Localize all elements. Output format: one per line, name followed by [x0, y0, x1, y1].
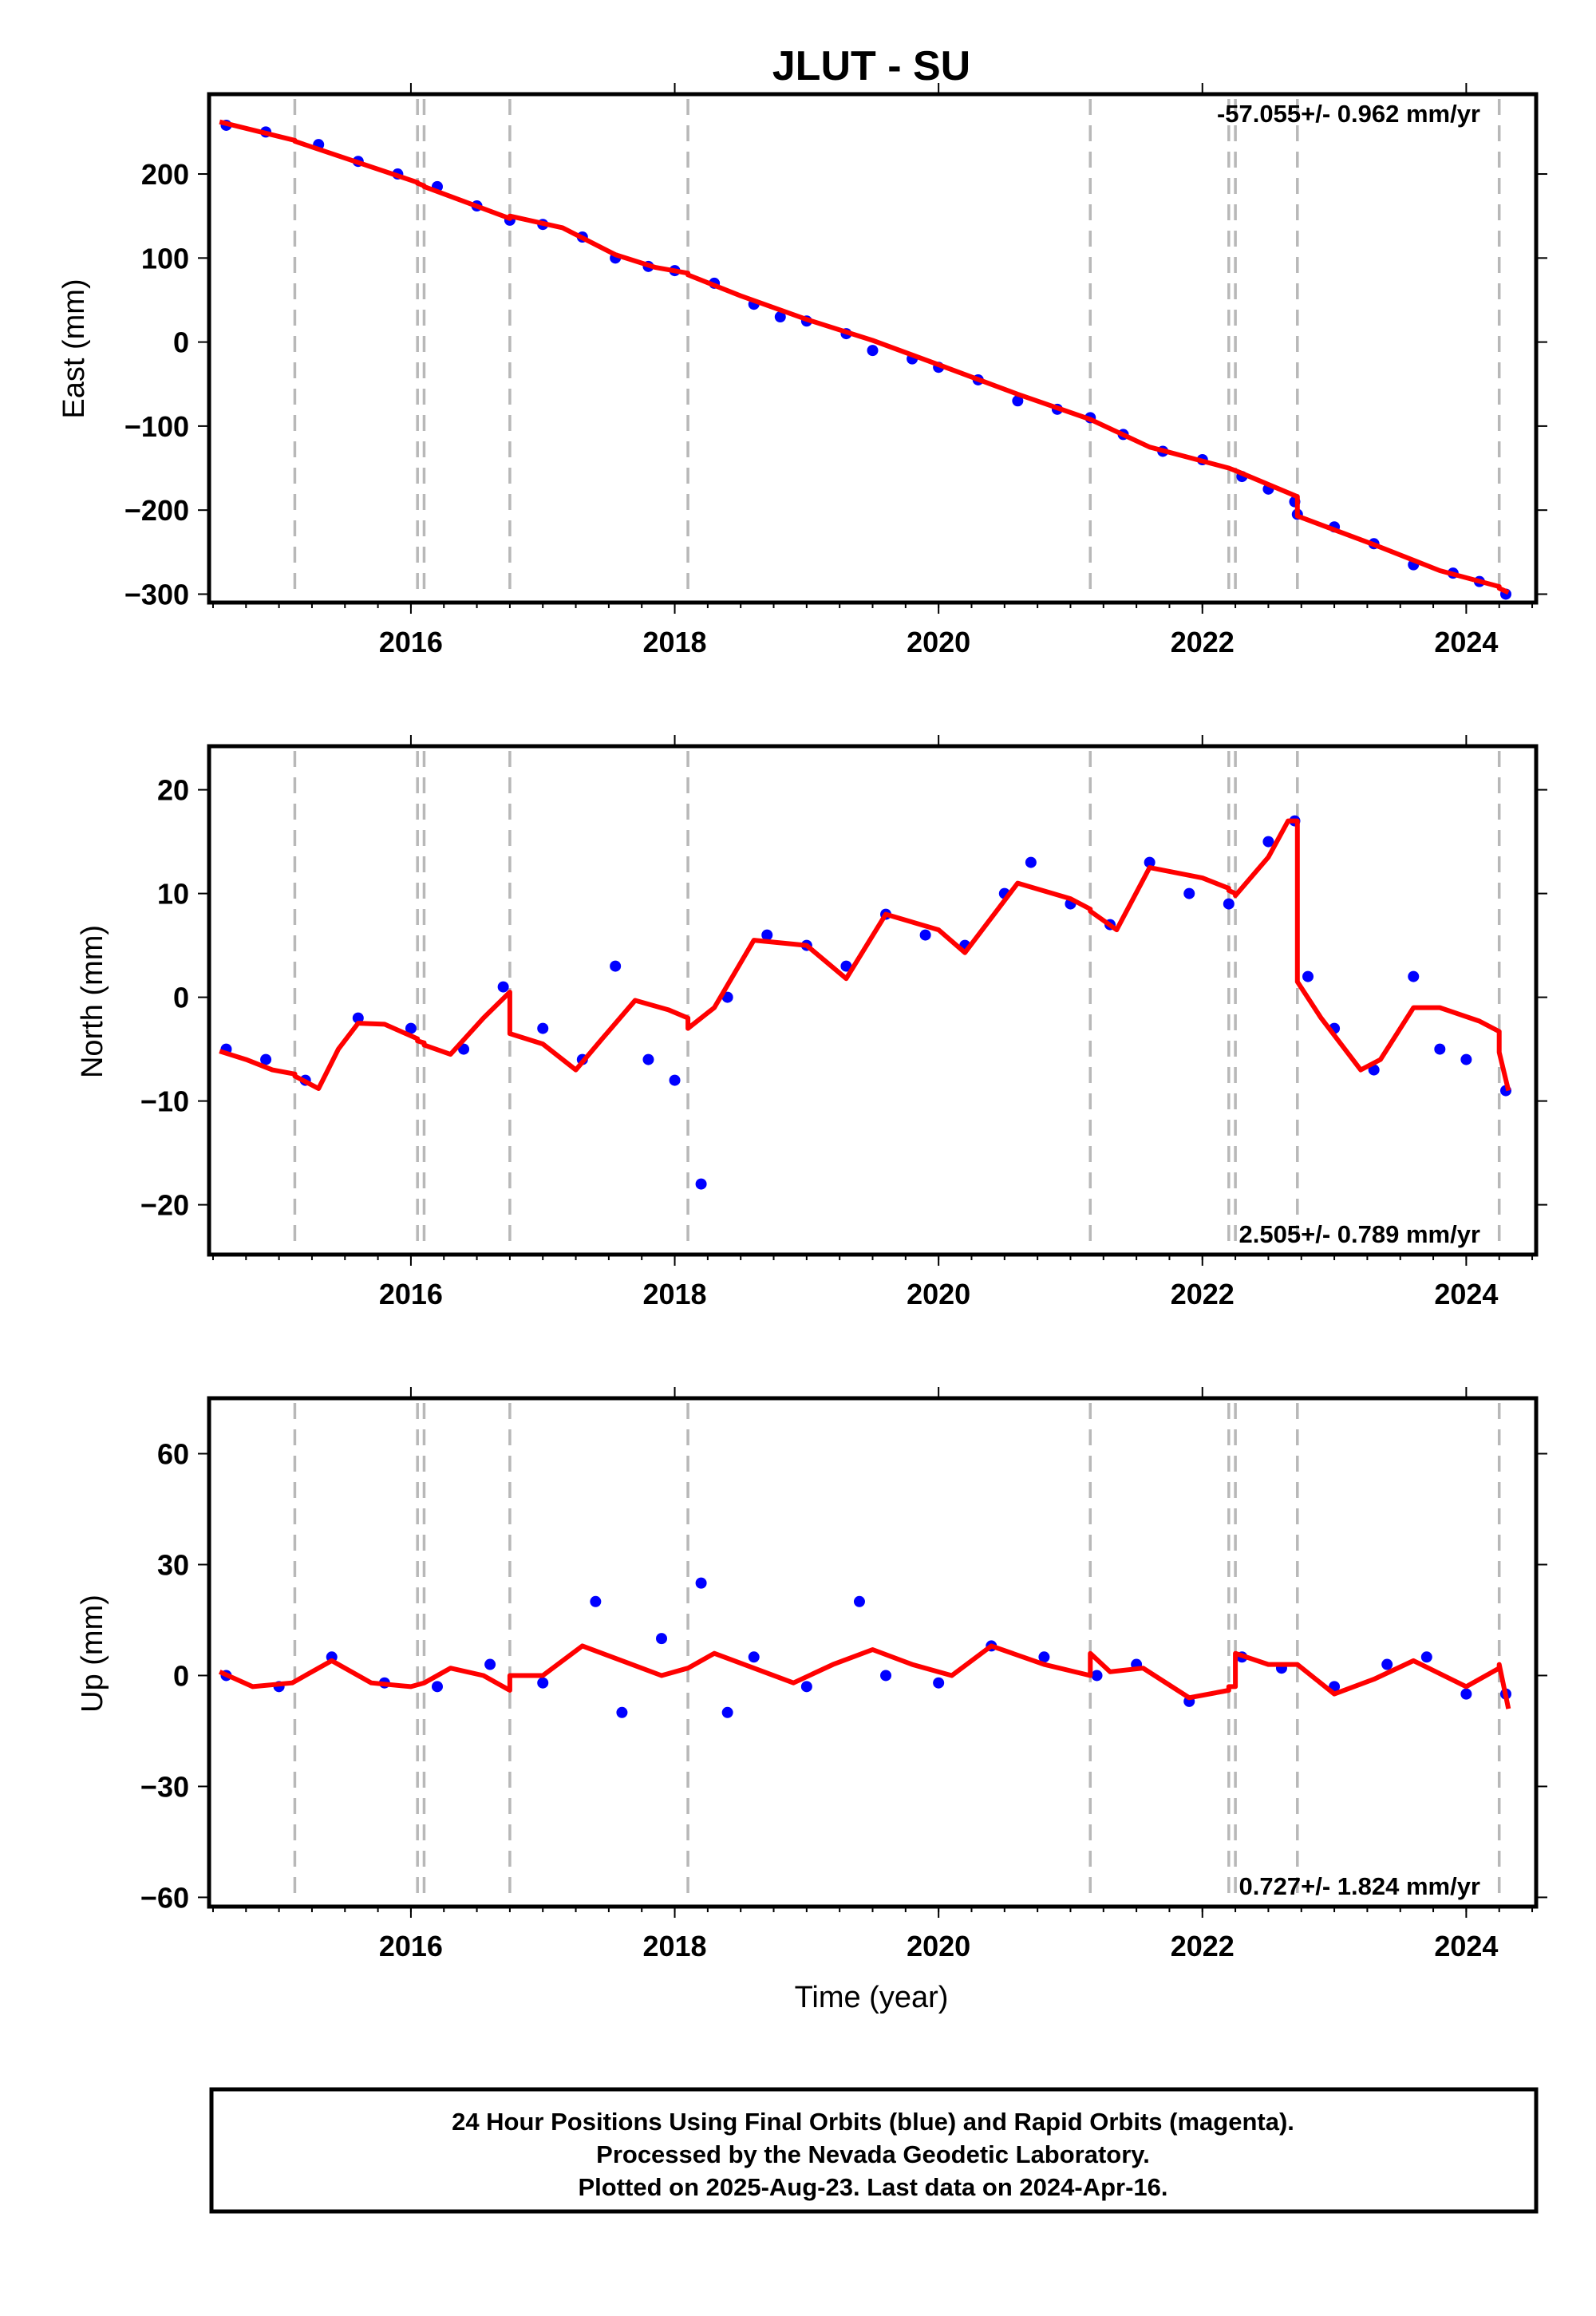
- north-model-line: [219, 818, 1511, 1092]
- north-data-point-4: [405, 1022, 417, 1034]
- east-panel: 2016 2018 2020 2022 2024−300−200−1000100200 …: [57, 83, 1547, 658]
- up-data-point-27: [1460, 1688, 1472, 1700]
- north-ytick-label-0: −20: [140, 1189, 189, 1222]
- note-box: [209, 2087, 1539, 2214]
- north-data-point-6: [497, 981, 509, 993]
- north-xtick-label-0: 2016: [379, 1278, 443, 1310]
- up-data-point-6: [537, 1677, 549, 1689]
- north-panel: 2016 2018 2020 2022 2024 −20 −10 0 10 20 North (m…: [76, 735, 1547, 1310]
- north-ytick-label-2: 0: [173, 982, 189, 1014]
- east-rate-label: -57.055+/- 0.962 mm/yr: [1217, 100, 1480, 128]
- up-y-axis-label: Up (mm): [76, 1595, 109, 1713]
- note-line-2: Processed by the Nevada Geodetic Laborat…: [596, 2140, 1150, 2168]
- up-data-point-7: [590, 1595, 602, 1607]
- north-data-point-27: [1262, 836, 1274, 848]
- north-data-point-3: [352, 1012, 364, 1024]
- north-data-point-32: [1408, 970, 1420, 982]
- north-y-axis-label: North (mm): [76, 925, 109, 1078]
- north-data-point-26: [1223, 898, 1235, 910]
- up-data-point-25: [1381, 1658, 1393, 1670]
- up-data-point-9: [656, 1633, 668, 1645]
- north-ytick-label-3: 10: [157, 878, 189, 911]
- up-data-point-12: [748, 1651, 760, 1663]
- east-xtick-label-0: 2016: [379, 626, 443, 658]
- processing-note: 24 Hour Positions Using Final Orbits (bl…: [209, 2087, 1539, 2214]
- north-xtick-label-3: 2022: [1171, 1278, 1235, 1310]
- north-data-point-14: [761, 929, 773, 941]
- up-ytick-label-4: 60: [157, 1437, 189, 1470]
- up-data-point-5: [484, 1658, 496, 1670]
- east-xtick-label-4: 2024: [1434, 626, 1498, 658]
- north-data-point-16: [840, 960, 852, 972]
- north-data-point-12: [695, 1178, 707, 1190]
- north-xtick-label-4: 2024: [1434, 1278, 1498, 1310]
- north-data-point-33: [1434, 1043, 1446, 1055]
- up-xtick-label-4: 2024: [1434, 1930, 1498, 1962]
- north-xtick-label-2: 2020: [907, 1278, 970, 1310]
- north-data-point-7: [537, 1022, 549, 1034]
- up-ytick-label-0: −60: [140, 1881, 189, 1914]
- up-xtick-label-0: 2016: [379, 1930, 443, 1962]
- up-data-point-16: [933, 1677, 945, 1689]
- up-ytick-label-3: 30: [157, 1548, 189, 1581]
- east-y-axis-label: East (mm): [57, 279, 91, 418]
- east-xtick-label-1: 2018: [642, 626, 706, 658]
- east-ytick-label-3: 0: [173, 326, 189, 359]
- up-data-point-18: [1038, 1651, 1050, 1663]
- east-ytick-label-1: −200: [124, 494, 189, 527]
- east-xtick-label-3: 2022: [1171, 626, 1235, 658]
- north-xtick-label-1: 2018: [642, 1278, 706, 1310]
- north-data-point-11: [669, 1074, 681, 1086]
- up-data-point-8: [616, 1706, 628, 1718]
- chart-title: JLUT - SU: [772, 43, 970, 89]
- up-data-point-11: [721, 1706, 733, 1718]
- up-data-point-15: [880, 1670, 892, 1682]
- east-ytick-label-0: −300: [124, 578, 189, 611]
- north-rate-label: 2.505+/- 0.789 mm/yr: [1239, 1220, 1480, 1248]
- east-data-point-22: [1012, 395, 1024, 407]
- north-data-point-1: [260, 1053, 272, 1065]
- up-data-point-10: [695, 1577, 707, 1589]
- up-data-point-26: [1420, 1651, 1432, 1663]
- east-ytick-label-2: −100: [124, 410, 189, 443]
- up-ytick-label-2: 0: [173, 1659, 189, 1692]
- note-line-1: 24 Hour Positions Using Final Orbits (bl…: [452, 2108, 1294, 2136]
- north-data-point-25: [1183, 887, 1195, 899]
- east-data-point-18: [867, 345, 879, 357]
- north-ytick-label-1: −10: [140, 1085, 189, 1118]
- north-ticks: 2016 2018 2020 2022 2024 −20 −10 0 10 20: [140, 735, 1547, 1310]
- north-data-point-9: [610, 960, 622, 972]
- north-data-point-10: [642, 1053, 654, 1065]
- up-data-point-14: [853, 1595, 865, 1607]
- up-data-point-19: [1091, 1670, 1103, 1682]
- north-data-point-21: [1025, 856, 1037, 868]
- north-ytick-label-4: 20: [157, 774, 189, 807]
- north-data-point-24: [1144, 856, 1156, 868]
- note-line-3: Plotted on 2025-Aug-23. Last data on 202…: [578, 2173, 1167, 2201]
- north-data-point-18: [919, 929, 931, 941]
- up-ytick-label-1: −30: [140, 1770, 189, 1803]
- east-ytick-label-5: 200: [141, 158, 189, 191]
- up-ticks: 2016 2018 2020 2022 2024 −60 −30 0 30 60: [140, 1387, 1547, 1962]
- east-ticks: 2016 2018 2020 2022 2024 −300 −200 −100 0 100 200: [124, 83, 1547, 658]
- up-xtick-label-3: 2022: [1171, 1930, 1235, 1962]
- x-axis-label: Time (year): [795, 1981, 949, 2014]
- east-data-point-15: [774, 311, 786, 323]
- north-data-point-34: [1460, 1053, 1472, 1065]
- up-xtick-label-2: 2020: [907, 1930, 970, 1962]
- north-data-point-29: [1302, 970, 1314, 982]
- up-data-point-13: [800, 1681, 812, 1693]
- east-event-lines: [293, 99, 1501, 598]
- east-xtick-label-2: 2020: [907, 626, 970, 658]
- up-rate-label: 0.727+/- 1.824 mm/yr: [1239, 1872, 1480, 1900]
- up-xtick-label-1: 2018: [642, 1930, 706, 1962]
- east-model-line: [219, 119, 1510, 595]
- up-model-line: [218, 1643, 1511, 1709]
- east-ytick-label-4: 100: [141, 242, 189, 275]
- up-data-point-4: [431, 1681, 443, 1693]
